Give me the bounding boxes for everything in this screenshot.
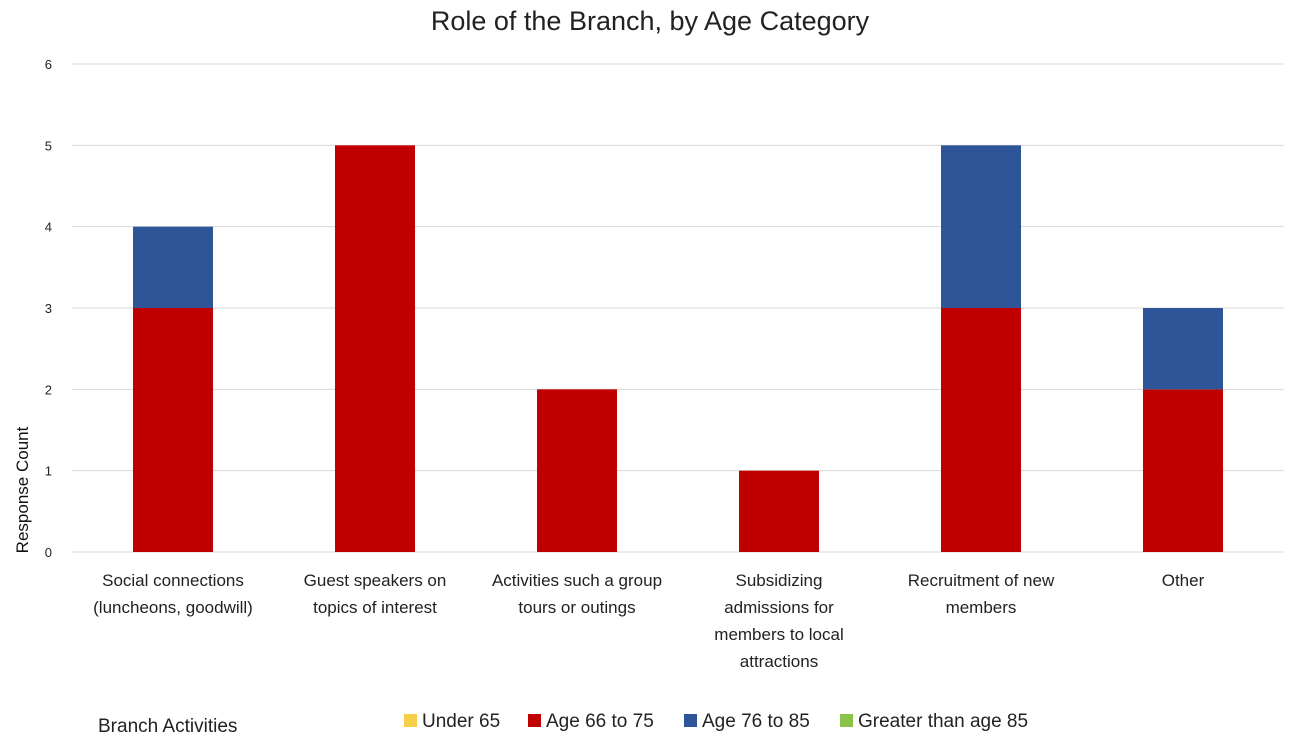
y-tick-label: 4 xyxy=(45,220,52,235)
x-tick-label-line: Guest speakers on xyxy=(304,571,447,590)
x-tick-label: Social connections (luncheons, goodwill) xyxy=(93,571,253,617)
x-axis-title: Branch Activities xyxy=(98,716,237,737)
x-tick-label-line: members to local xyxy=(714,625,843,644)
bar-segment xyxy=(1143,389,1223,552)
legend: Under 65 Age 66 to 75 Age 76 to 85 Greater … xyxy=(404,711,1028,732)
x-tick-label: Recruitment of new members xyxy=(908,571,1055,617)
x-tick-label: Guest speakers on topics of interest xyxy=(304,571,447,617)
x-tick-label-line: Other xyxy=(1162,571,1205,590)
legend-label: Greater than age 85 xyxy=(858,711,1028,732)
y-axis-title: Response Count xyxy=(13,426,32,553)
legend-swatch xyxy=(840,714,853,727)
legend-label: Age 66 to 75 xyxy=(546,711,654,732)
bar-segment xyxy=(941,308,1021,552)
x-tick-label-line: Subsidizing xyxy=(736,571,823,590)
legend-swatch xyxy=(684,714,697,727)
legend-label: Under 65 xyxy=(422,711,500,732)
x-tick-label: Subsidizing admissions for members to loca… xyxy=(714,571,843,671)
x-tick-label-line: Activities such a group xyxy=(492,571,662,590)
y-tick-label: 0 xyxy=(45,545,52,560)
y-tick-label: 3 xyxy=(45,301,52,316)
x-axis-category-labels: Social connections (luncheons, goodwill) G… xyxy=(93,571,1204,671)
x-tick-label-line: members xyxy=(946,598,1017,617)
legend-swatch xyxy=(528,714,541,727)
x-tick-label-line: topics of interest xyxy=(313,598,437,617)
bar-segment xyxy=(537,389,617,552)
x-tick-label: Activities such a group tours or outings xyxy=(492,571,662,617)
y-tick-label: 5 xyxy=(45,138,52,153)
legend-label: Age 76 to 85 xyxy=(702,711,810,732)
bar-segment xyxy=(1143,308,1223,390)
bar-segment xyxy=(941,145,1021,308)
bar-segment xyxy=(133,308,213,552)
gridlines xyxy=(72,63,1284,553)
bars xyxy=(133,145,1223,553)
bar-segment xyxy=(133,226,213,308)
y-tick-label: 1 xyxy=(45,464,52,479)
legend-swatch xyxy=(404,714,417,727)
chart-title: Role of the Branch, by Age Category xyxy=(431,6,870,36)
y-tick-label: 2 xyxy=(45,382,52,397)
y-tick-label: 6 xyxy=(45,57,52,72)
x-tick-label-line: Recruitment of new xyxy=(908,571,1055,590)
x-tick-label-line: attractions xyxy=(740,652,818,671)
x-tick-label-line: (luncheons, goodwill) xyxy=(93,598,253,617)
x-tick-label-line: admissions for xyxy=(724,598,834,617)
x-tick-label: Other xyxy=(1162,571,1205,590)
bar-segment xyxy=(739,470,819,552)
y-axis-ticks: 0 1 2 3 4 5 6 xyxy=(45,57,52,560)
x-tick-label-line: Social connections xyxy=(102,571,244,590)
x-tick-label-line: tours or outings xyxy=(518,598,635,617)
bar-segment xyxy=(335,145,415,553)
